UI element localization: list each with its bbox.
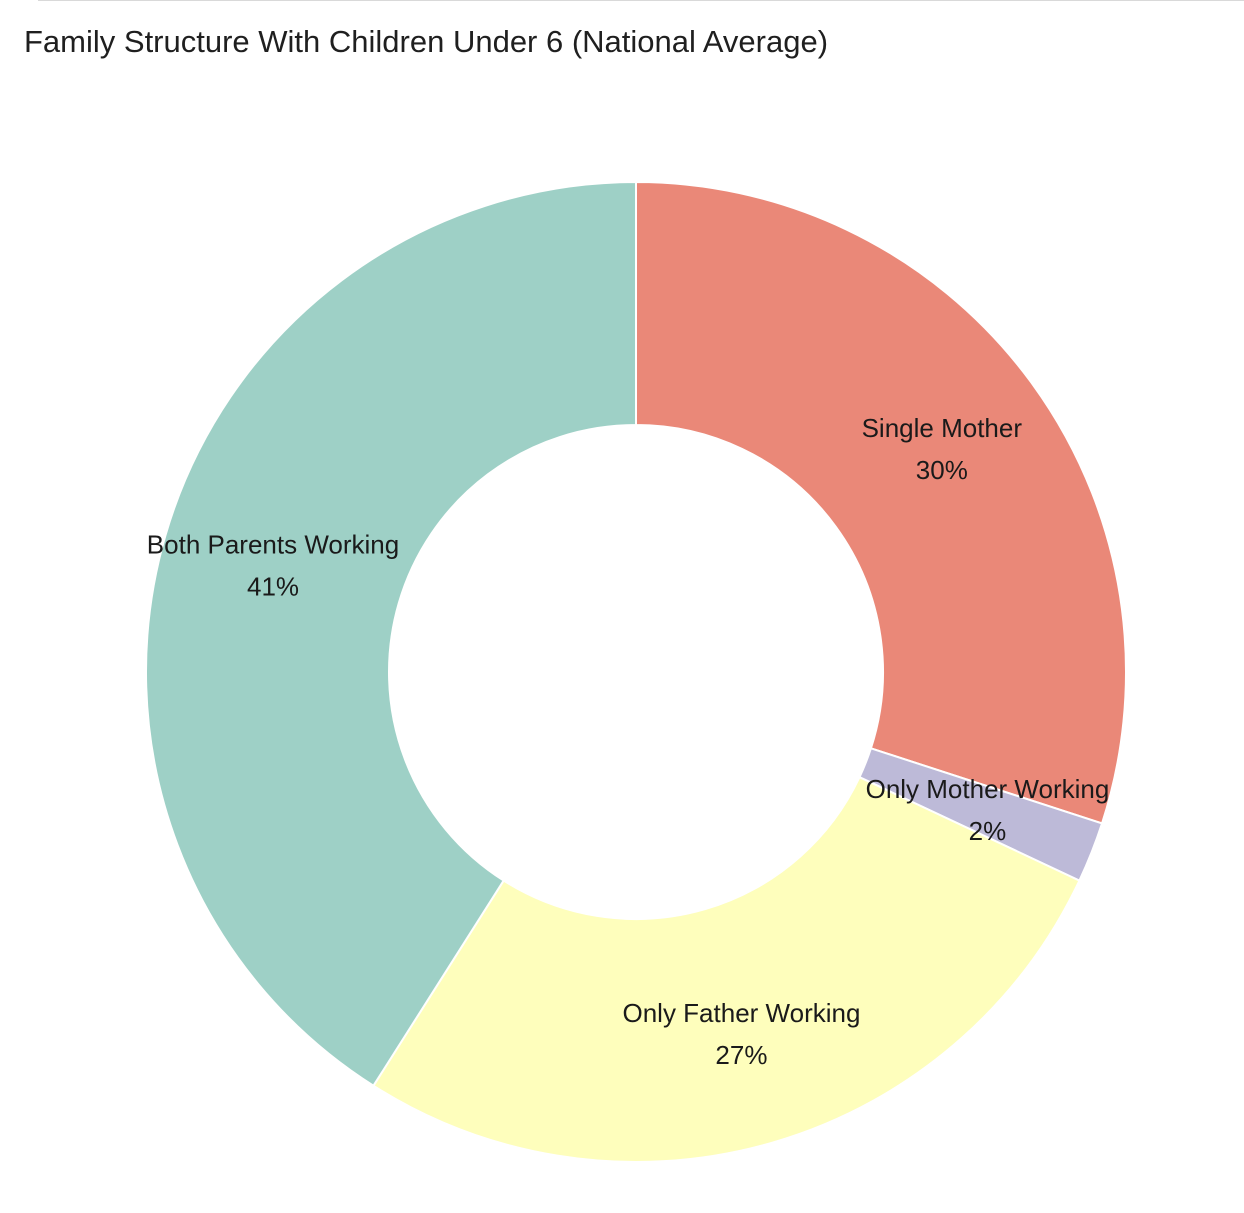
slice-percent-both-parents-working: 41% [247,572,299,602]
chart-title: Family Structure With Children Under 6 (… [24,24,829,59]
slice-both-parents-working [145,180,637,1088]
slice-percent-only-father-working: 27% [715,1040,767,1070]
top-divider [38,0,1244,1]
slice-percent-only-mother-working: 2% [969,816,1007,846]
slice-only-father-working [372,775,1081,1163]
slice-single-mother [635,180,1127,825]
slice-label-single-mother: Single Mother [862,413,1023,443]
slice-percent-single-mother: 30% [916,455,968,485]
slice-label-only-mother-working: Only Mother Working [866,774,1110,804]
slice-label-both-parents-working: Both Parents Working [147,530,399,560]
slice-label-only-father-working: Only Father Working [622,998,860,1028]
